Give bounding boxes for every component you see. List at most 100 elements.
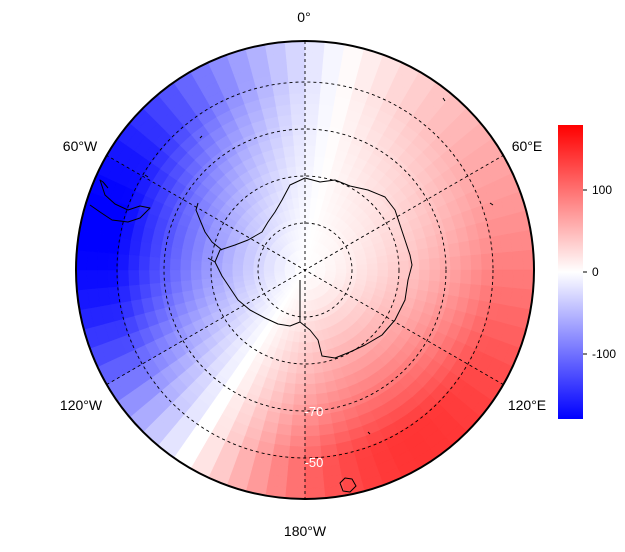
field-cell (76, 249, 88, 271)
field-cell (304, 300, 309, 312)
field-cell (449, 256, 462, 271)
field-cell (427, 246, 441, 260)
field-cell (304, 373, 316, 385)
field-cell (335, 266, 347, 271)
field-cell (311, 351, 322, 364)
field-cell (286, 466, 306, 479)
field-cell (96, 269, 109, 289)
field-cell (169, 257, 181, 271)
field-cell (86, 250, 98, 271)
field-cell (480, 253, 493, 271)
anomaly-field (76, 41, 534, 499)
field-cell (286, 165, 298, 179)
field-cell (96, 251, 109, 271)
field-cell (289, 92, 306, 105)
field-cell (429, 257, 441, 271)
colorbar-label-minus100: -100 (592, 347, 616, 361)
field-cell (221, 269, 233, 278)
field-cell (448, 242, 461, 258)
field-cell (304, 113, 319, 126)
field-cell (304, 123, 319, 136)
lon-label-0: 0° (297, 9, 310, 25)
field-cell (397, 269, 410, 280)
field-cell (397, 260, 410, 271)
field-cell (522, 269, 534, 291)
small-islands (144, 97, 494, 435)
field-cell (289, 435, 306, 448)
field-cell (460, 269, 472, 285)
field-cell (149, 242, 162, 258)
field-cell (304, 92, 321, 105)
field-cell (106, 252, 119, 271)
field-cell (231, 269, 244, 277)
field-cell (277, 413, 293, 426)
field-cell (301, 228, 306, 240)
field-cell (439, 256, 452, 271)
field-cell (480, 269, 493, 287)
field-cell (418, 258, 431, 271)
field-cell (356, 264, 368, 271)
field-cell (117, 253, 130, 271)
field-cell (304, 134, 318, 146)
field-cell (304, 477, 325, 489)
field-cell (282, 145, 296, 158)
field-cell (376, 255, 389, 264)
field-cell (291, 414, 306, 427)
field-cell (295, 165, 306, 178)
field-cell (148, 269, 161, 284)
field-cell (304, 103, 320, 115)
lat-label-50: -50 (305, 455, 324, 470)
map-frame (75, 40, 535, 500)
field-cell (297, 342, 306, 354)
field-cell (291, 123, 306, 136)
field-cell (297, 186, 306, 198)
field-cell (279, 124, 294, 138)
field-cell (290, 186, 299, 199)
lat-label-70: -70 (305, 404, 324, 419)
field-cell (387, 269, 400, 279)
field-cell (512, 250, 524, 271)
field-cell (179, 269, 192, 282)
field-cell (316, 124, 331, 138)
antarctic-peninsula (195, 202, 223, 263)
field-cell (304, 61, 324, 74)
south-america-tip (89, 179, 151, 223)
new-zealand (339, 477, 357, 493)
field-cell (294, 373, 306, 385)
field-cell (501, 269, 514, 289)
field-cell (148, 256, 161, 271)
field-cell (293, 383, 306, 396)
field-cell (366, 263, 379, 271)
field-cell (387, 261, 400, 271)
field-cell (281, 392, 295, 406)
field-cell (288, 82, 306, 95)
field-cell (470, 269, 483, 286)
lon-label-120w: 120°W (60, 397, 103, 413)
graticule (105, 41, 505, 499)
field-cell (299, 207, 306, 219)
colorbar-label-0: 0 (592, 265, 599, 279)
field-cell (512, 269, 524, 290)
field-cell (377, 269, 389, 278)
field-cell (448, 282, 461, 298)
field-cell (86, 269, 98, 290)
field-cell (127, 254, 140, 271)
field-cell (304, 425, 320, 437)
field-cell (158, 269, 171, 284)
field-cell (292, 394, 306, 406)
field-cell (304, 51, 325, 63)
colorbar-label-100: 100 (592, 183, 612, 197)
field-cell (138, 255, 150, 271)
field-cell (377, 262, 389, 271)
field-cell (149, 282, 162, 298)
lon-label-180w: 180°W (284, 523, 327, 539)
field-cell (210, 269, 223, 279)
field-cell (304, 352, 314, 365)
field-cell (304, 165, 315, 178)
field-cell (281, 134, 295, 148)
antarctica-coastline (214, 177, 413, 359)
field-cell (138, 269, 150, 285)
latitude-circle-60 (163, 128, 447, 412)
field-cell (470, 254, 483, 271)
field-cell (291, 113, 306, 126)
